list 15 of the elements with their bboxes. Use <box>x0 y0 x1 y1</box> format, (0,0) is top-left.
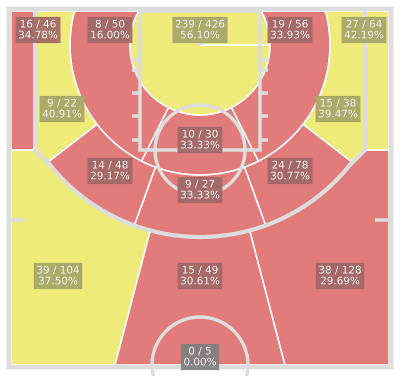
data-label: 15 / 38 39.47% <box>318 98 358 118</box>
data-label: 0 / 5 0.00% <box>184 346 216 366</box>
data-label: 39 / 104 37.50% <box>37 266 80 284</box>
data-label: 16 / 46 34.78% <box>18 20 58 38</box>
data-label: 239 / 426 56.10% <box>176 20 224 38</box>
data-label: 19 / 56 33.93% <box>270 20 310 38</box>
data-label: 15 / 49 30.61% <box>180 266 220 284</box>
data-label: 14 / 48 29.17% <box>90 160 130 180</box>
data-label: 10 / 30 33.33% <box>180 130 220 148</box>
data-label: 9 / 22 40.91% <box>42 98 82 118</box>
data-label: 8 / 50 16.00% <box>91 20 130 38</box>
data-label: 24 / 78 30.77% <box>270 160 310 180</box>
data-label: 27 / 64 42.19% <box>344 20 384 38</box>
data-label: 9 / 27 33.33% <box>180 180 220 198</box>
data-label: 38 / 128 29.69% <box>319 266 361 284</box>
